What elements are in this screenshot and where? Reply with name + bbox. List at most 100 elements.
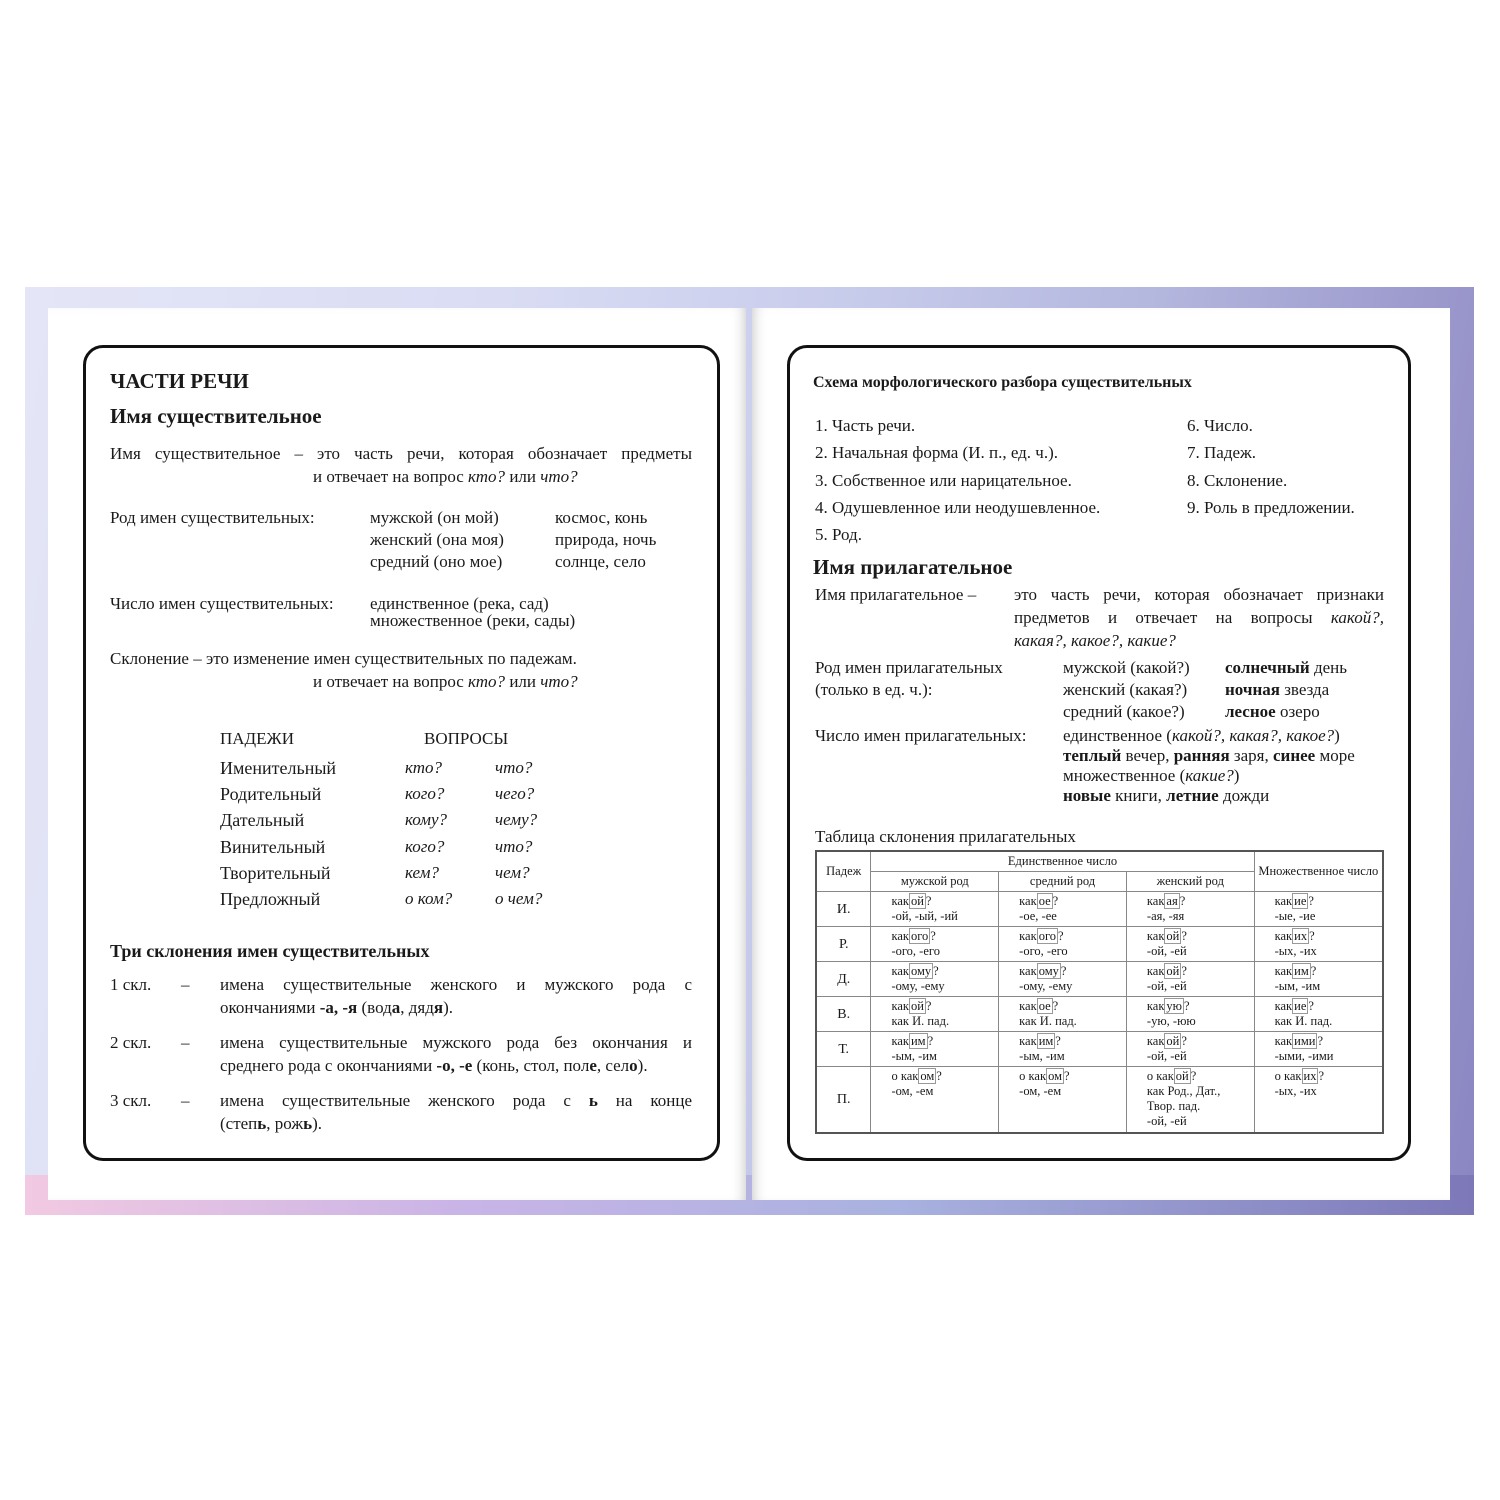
text-segment: а <box>391 998 401 1017</box>
text-segment: имена существительные женского и мужског… <box>220 975 692 994</box>
ending-forms: -ых, -их <box>1274 944 1317 958</box>
word-part: как <box>1274 964 1293 978</box>
text-segment: , рож <box>266 1114 304 1133</box>
ending-box: ой <box>908 998 926 1014</box>
ending-box: ая <box>1164 893 1180 909</box>
question-word: о как ом? <box>1019 1068 1070 1084</box>
definition-label: Имя прилагательное – <box>815 585 977 604</box>
ending-box: ому <box>908 963 934 979</box>
case-question: о чем? <box>495 889 543 908</box>
questions-header: ВОПРОСЫ <box>424 729 509 748</box>
number-line: множественное (какие?) <box>1063 765 1239 787</box>
ending-forms: -ым, -им <box>1019 1049 1065 1063</box>
text-segment: о <box>629 1056 638 1075</box>
word-part: как <box>1274 929 1293 943</box>
text-segment: ь <box>588 1091 598 1110</box>
ending-forms: -ой, -ей <box>1146 944 1187 958</box>
word-part: как <box>891 999 909 1013</box>
declension-line: Склонение – это изменение имен существит… <box>110 648 577 670</box>
text-segment: ь <box>257 1114 267 1133</box>
definition-line: и отвечает на вопрос кто? или что? <box>313 466 578 488</box>
table-row: Р. как ого? -ого, -его как ого? -ого, -его как о… <box>815 926 1384 962</box>
text-segment: ь <box>303 1114 313 1133</box>
ending-forms: -ыми, -ими <box>1274 1049 1334 1063</box>
text-segment: среднего рода с окончаниями <box>220 1056 437 1075</box>
ending-box: им <box>908 1033 928 1049</box>
question-word: как ому? <box>891 963 939 979</box>
number-line: единственное (какой?, какая?, какое?) <box>1063 725 1340 747</box>
word-part: как <box>900 1069 919 1083</box>
word-part: как <box>1274 1034 1293 1048</box>
question-word: о как ом? <box>891 1068 942 1084</box>
definition-line: Имя существительное – это часть речи, ко… <box>110 443 692 465</box>
number-line: новые книги, летние дожди <box>1063 785 1269 807</box>
scheme-item: 1. Часть речи. <box>815 416 916 435</box>
ending-box: их <box>1301 1068 1319 1084</box>
ending-forms: -ой, -ей <box>1146 1049 1187 1063</box>
ending-forms: -ых, -их <box>1274 1084 1317 1098</box>
ending-box: ом <box>918 1068 937 1084</box>
word-part: как <box>891 1034 909 1048</box>
question-word: как ого? <box>891 928 936 944</box>
text-segment: вечер, <box>1121 746 1174 765</box>
dash: – <box>181 975 190 994</box>
table-row: В. как ой? как И. пад. как ое? как И. пад. как у… <box>815 996 1384 1032</box>
text-segment: Склонение – это изменение имен существит… <box>110 649 577 668</box>
table-row: И. как ой? -ой, -ый, -ий как ое? -ое, -ее как ая… <box>815 891 1384 927</box>
text-segment: и отвечает на вопрос <box>313 672 469 691</box>
text-segment: и отвечает на вопрос <box>313 467 469 486</box>
case-question: кого? <box>405 784 445 804</box>
ending-cell: как им? -ым, -им <box>1253 961 1384 997</box>
text-segment: на конце <box>597 1091 692 1110</box>
ending-cell: как ое? как И. пад. <box>998 996 1127 1032</box>
scheme-item: 5. Род. <box>815 525 862 545</box>
gender-example: лесное озеро <box>1225 701 1320 723</box>
text-segment: кто? <box>468 672 506 691</box>
table-row: Д. как ому? -ому, -ему как ому? -ому, -ему как о… <box>815 961 1384 997</box>
ending-cell: о как ом? -ом, -ем <box>998 1066 1127 1133</box>
ending-forms: -ого, -его <box>1019 944 1068 958</box>
ending-cell: как ой? как И. пад. <box>870 996 1000 1032</box>
case-question: кого? <box>405 836 445 856</box>
text-segment: ) <box>1334 726 1340 745</box>
case-question: чем? <box>495 862 530 882</box>
text-segment: синее <box>1273 746 1316 765</box>
word-part: как <box>891 929 909 943</box>
declension-text: (степь, рожь). <box>220 1113 692 1135</box>
question-word: как им? <box>1274 963 1317 979</box>
text-segment: (вод <box>357 998 392 1017</box>
text-segment: единственное ( <box>1063 726 1172 745</box>
question-word: о как ой? <box>1146 1068 1197 1084</box>
table-row: П. о как ом? -ом, -ем о как ом? -ом, -ем о как о… <box>815 1066 1384 1133</box>
text-segment: ранняя <box>1173 746 1230 765</box>
case-cell: И. <box>815 891 872 927</box>
text-segment: Имя существительное – это часть речи, ко… <box>110 444 692 463</box>
dash: – <box>181 1091 190 1110</box>
word-part: о <box>1274 1069 1284 1083</box>
header-singular: Единственное число <box>870 850 1255 872</box>
text-segment: день <box>1309 658 1348 677</box>
text-segment: предметов и отвечает на вопросы <box>1014 608 1331 627</box>
question-word: как ому? <box>1019 963 1067 979</box>
gender-example: ночная звезда <box>1225 679 1329 701</box>
ending-forms: -ом, -ем <box>1019 1084 1062 1098</box>
word-part: как <box>1019 929 1037 943</box>
text-segment: (конь, стол, пол <box>472 1056 590 1075</box>
ending-forms: -ым, -им <box>891 1049 937 1063</box>
case-name: Родительный <box>220 784 322 805</box>
header-gender: средний род <box>998 871 1127 892</box>
scheme-item: 2. Начальная форма (И. п., ед. ч.). <box>815 443 1058 463</box>
word-part: как <box>1274 999 1293 1013</box>
table-row: Т. как им? -ым, -им как им? -ым, -им как ой? -ой,… <box>815 1031 1384 1067</box>
number-line: теплый вечер, ранняя заря, синее море <box>1063 745 1355 767</box>
text-segment: лесное <box>1225 702 1276 721</box>
scheme-item: 3. Собственное или нарицательное. <box>815 470 1072 490</box>
ending-forms: как И. пад. <box>891 1014 950 1028</box>
scheme-item: 6. Число. <box>1187 416 1253 435</box>
ending-cell: как ому? -ому, -ему <box>870 961 1000 997</box>
word-part: как <box>1019 894 1037 908</box>
ending-forms: -ые, -ие <box>1274 909 1316 923</box>
word-part: как <box>1146 1034 1165 1048</box>
text-segment: солнечный <box>1225 658 1310 677</box>
word-part: как <box>1019 1034 1037 1048</box>
